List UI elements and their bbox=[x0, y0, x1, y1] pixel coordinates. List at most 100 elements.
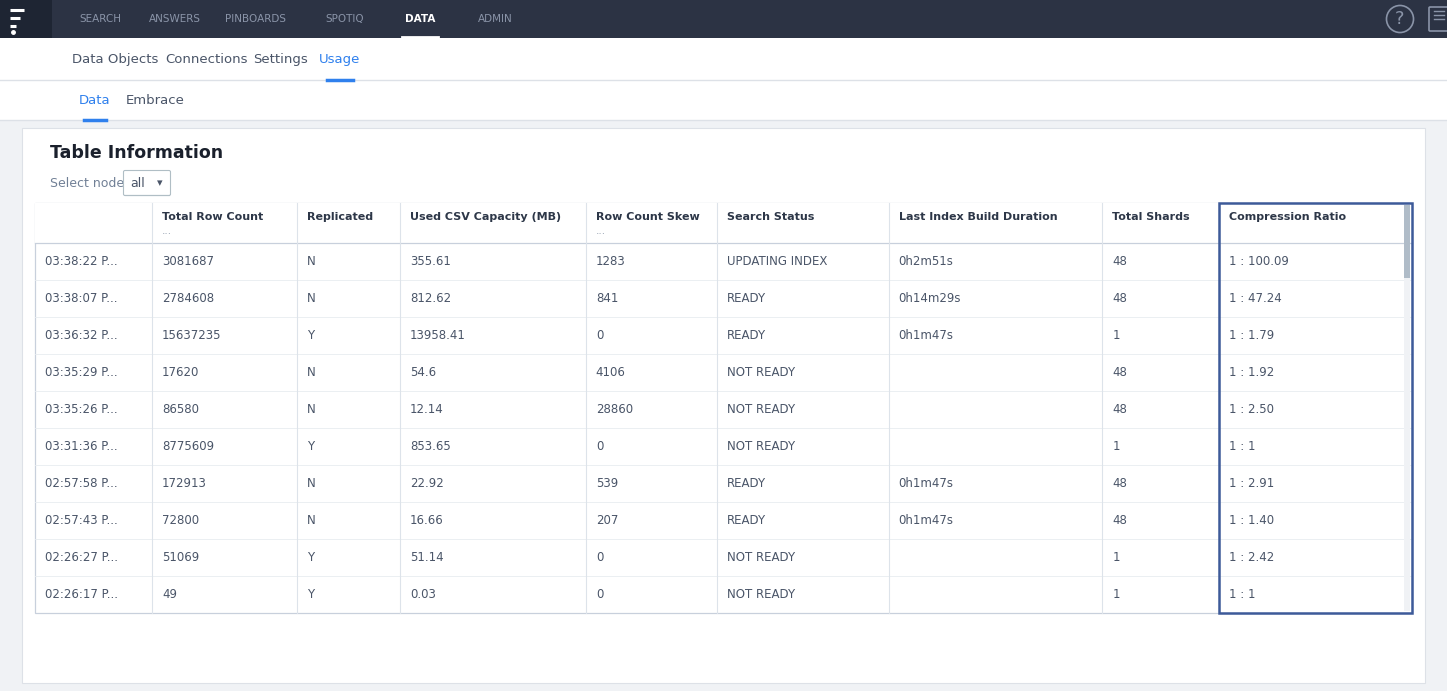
Text: 03:35:29 P...: 03:35:29 P... bbox=[45, 366, 117, 379]
Text: 1283: 1283 bbox=[596, 255, 625, 268]
Text: Total Shards: Total Shards bbox=[1113, 212, 1189, 222]
Text: 1 : 47.24: 1 : 47.24 bbox=[1229, 292, 1282, 305]
Bar bbox=[35, 502, 1412, 539]
Text: 0h1m47s: 0h1m47s bbox=[899, 514, 954, 527]
Text: Total Row Count: Total Row Count bbox=[162, 212, 263, 222]
Text: N: N bbox=[307, 255, 315, 268]
Text: 49: 49 bbox=[162, 588, 177, 601]
Text: 72800: 72800 bbox=[162, 514, 200, 527]
Text: 48: 48 bbox=[1113, 366, 1127, 379]
Text: 13958.41: 13958.41 bbox=[410, 329, 466, 342]
Text: 1: 1 bbox=[1113, 329, 1120, 342]
Text: READY: READY bbox=[726, 292, 765, 305]
Text: SPOTIQ: SPOTIQ bbox=[326, 14, 365, 24]
Text: ▾: ▾ bbox=[158, 178, 164, 188]
Text: 03:35:26 P...: 03:35:26 P... bbox=[45, 403, 117, 416]
Text: 0h1m47s: 0h1m47s bbox=[899, 329, 954, 342]
Text: 853.65: 853.65 bbox=[410, 440, 450, 453]
Bar bbox=[1220, 203, 1412, 613]
Text: 1: 1 bbox=[1113, 588, 1120, 601]
Text: 1 : 1.79: 1 : 1.79 bbox=[1229, 329, 1275, 342]
Bar bbox=[35, 539, 1412, 576]
Text: 0h1m47s: 0h1m47s bbox=[899, 477, 954, 490]
Text: 48: 48 bbox=[1113, 514, 1127, 527]
Text: N: N bbox=[307, 403, 315, 416]
Text: N: N bbox=[307, 292, 315, 305]
Text: 22.92: 22.92 bbox=[410, 477, 444, 490]
Text: 12.14: 12.14 bbox=[410, 403, 444, 416]
Bar bbox=[35, 203, 1412, 243]
Text: 1 : 1.92: 1 : 1.92 bbox=[1229, 366, 1275, 379]
Text: Settings: Settings bbox=[253, 53, 307, 66]
Text: 48: 48 bbox=[1113, 477, 1127, 490]
Text: DATA: DATA bbox=[405, 14, 436, 24]
Bar bbox=[1404, 205, 1409, 278]
Text: Row Count Skew: Row Count Skew bbox=[596, 212, 699, 222]
Text: 02:57:58 P...: 02:57:58 P... bbox=[45, 477, 117, 490]
Text: 03:36:32 P...: 03:36:32 P... bbox=[45, 329, 117, 342]
Text: Used CSV Capacity (MB): Used CSV Capacity (MB) bbox=[410, 212, 561, 222]
Text: Last Index Build Duration: Last Index Build Duration bbox=[899, 212, 1058, 222]
Bar bbox=[35, 317, 1412, 354]
Bar bbox=[35, 354, 1412, 391]
FancyBboxPatch shape bbox=[123, 171, 171, 196]
Text: 1: 1 bbox=[1113, 440, 1120, 453]
Text: Search Status: Search Status bbox=[726, 212, 815, 222]
Text: 8775609: 8775609 bbox=[162, 440, 214, 453]
Text: 0: 0 bbox=[596, 329, 603, 342]
Text: Compression Ratio: Compression Ratio bbox=[1229, 212, 1346, 222]
Text: 0: 0 bbox=[596, 588, 603, 601]
Text: 1: 1 bbox=[1113, 551, 1120, 564]
Text: 03:38:07 P...: 03:38:07 P... bbox=[45, 292, 117, 305]
Bar bbox=[0, 80, 1447, 120]
Text: 1 : 1: 1 : 1 bbox=[1229, 588, 1256, 601]
Text: 812.62: 812.62 bbox=[410, 292, 451, 305]
Text: 172913: 172913 bbox=[162, 477, 207, 490]
Text: 0: 0 bbox=[596, 551, 603, 564]
Bar bbox=[22, 128, 1425, 683]
Text: PINBOARDS: PINBOARDS bbox=[224, 14, 285, 24]
Text: Y: Y bbox=[307, 588, 314, 601]
Text: Data Objects: Data Objects bbox=[72, 53, 158, 66]
Text: 51.14: 51.14 bbox=[410, 551, 444, 564]
Text: 0h2m51s: 0h2m51s bbox=[899, 255, 954, 268]
Text: UPDATING INDEX: UPDATING INDEX bbox=[726, 255, 828, 268]
Text: 03:31:36 P...: 03:31:36 P... bbox=[45, 440, 117, 453]
Text: Y: Y bbox=[307, 551, 314, 564]
Text: 02:57:43 P...: 02:57:43 P... bbox=[45, 514, 117, 527]
Text: READY: READY bbox=[726, 329, 765, 342]
Text: 2784608: 2784608 bbox=[162, 292, 214, 305]
Text: 1 : 1: 1 : 1 bbox=[1229, 440, 1256, 453]
Text: 15637235: 15637235 bbox=[162, 329, 221, 342]
Text: Y: Y bbox=[307, 440, 314, 453]
Text: 54.6: 54.6 bbox=[410, 366, 436, 379]
Text: 3081687: 3081687 bbox=[162, 255, 214, 268]
Text: 28860: 28860 bbox=[596, 403, 632, 416]
Text: Table Information: Table Information bbox=[51, 144, 223, 162]
Text: ...: ... bbox=[596, 226, 606, 236]
Bar bbox=[0, 38, 1447, 80]
Text: all: all bbox=[130, 176, 145, 189]
Text: NOT READY: NOT READY bbox=[726, 551, 794, 564]
Text: 841: 841 bbox=[596, 292, 618, 305]
Text: ...: ... bbox=[162, 226, 172, 236]
Text: 0: 0 bbox=[596, 440, 603, 453]
Text: 17620: 17620 bbox=[162, 366, 200, 379]
Text: 86580: 86580 bbox=[162, 403, 200, 416]
Text: 02:26:27 P...: 02:26:27 P... bbox=[45, 551, 119, 564]
Bar bbox=[35, 391, 1412, 428]
Text: 4106: 4106 bbox=[596, 366, 625, 379]
Text: 355.61: 355.61 bbox=[410, 255, 451, 268]
Text: 0h14m29s: 0h14m29s bbox=[899, 292, 961, 305]
Text: Y: Y bbox=[307, 329, 314, 342]
Text: N: N bbox=[307, 477, 315, 490]
Bar bbox=[35, 428, 1412, 465]
Text: 0.03: 0.03 bbox=[410, 588, 436, 601]
Text: 539: 539 bbox=[596, 477, 618, 490]
Text: NOT READY: NOT READY bbox=[726, 440, 794, 453]
Text: N: N bbox=[307, 366, 315, 379]
Text: Usage: Usage bbox=[320, 53, 360, 66]
Text: 1 : 2.91: 1 : 2.91 bbox=[1229, 477, 1275, 490]
Text: N: N bbox=[307, 514, 315, 527]
Text: 16.66: 16.66 bbox=[410, 514, 444, 527]
